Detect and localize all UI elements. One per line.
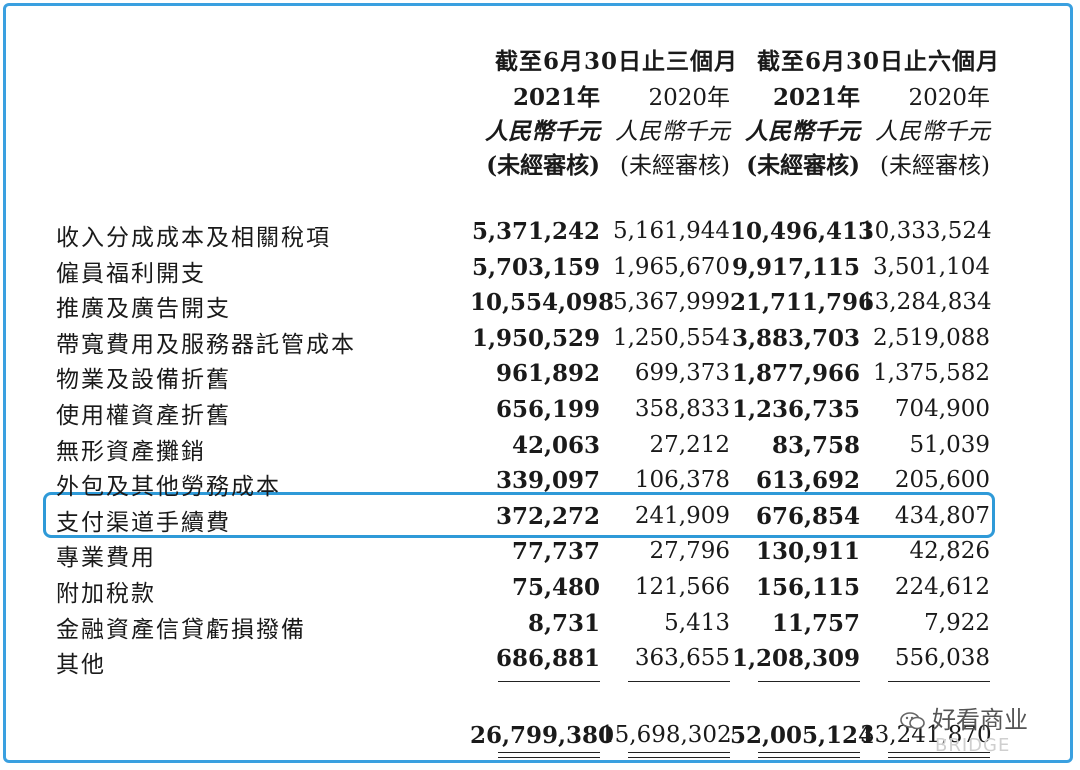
col2-unit: 人民幣千元	[615, 119, 730, 145]
row-value-col4: 10,333,524	[860, 218, 992, 244]
total-col4: 33,241,870	[860, 722, 992, 748]
row-value-col1: 1,950,529	[471, 325, 600, 352]
row-label: 專業費用	[56, 545, 156, 571]
total-col3: 52,005,124	[730, 722, 875, 749]
col1-audit: (未經審核)	[486, 152, 600, 179]
col4-year: 2020年	[908, 85, 990, 111]
header-three-months: 截至6月30日止三個月	[495, 48, 739, 75]
row-label: 物業及設備折舊	[56, 367, 231, 393]
row-label: 金融資產信貸虧損撥備	[56, 617, 306, 643]
row-label: 收入分成成本及相關稅項	[56, 225, 331, 251]
row-label: 推廣及廣告開支	[56, 296, 231, 322]
col3-audit: (未經審核)	[746, 152, 860, 179]
total-double-rule-3	[758, 752, 860, 758]
row-value-col2: 27,212	[649, 432, 730, 458]
total-double-rule-1	[498, 752, 600, 758]
highlight-box	[43, 492, 995, 538]
col2-year: 2020年	[648, 85, 730, 111]
subtotal-rule-4	[888, 681, 990, 682]
row-value-col2: 699,373	[634, 360, 730, 386]
row-value-col2: 106,378	[634, 467, 730, 493]
row-label: 使用權資產折舊	[56, 403, 231, 429]
row-value-col1: 75,480	[511, 574, 600, 601]
row-value-col3: 130,911	[755, 538, 860, 565]
subtotal-rule-1	[498, 681, 600, 682]
row-value-col1: 42,063	[511, 432, 600, 459]
row-value-col3: 1,877,966	[731, 360, 860, 387]
row-value-col3: 83,758	[771, 432, 860, 459]
row-value-col2: 5,161,944	[612, 218, 730, 244]
row-value-col2: 358,833	[634, 396, 730, 422]
row-value-col1: 10,554,098	[470, 289, 615, 316]
row-value-col1: 372,272	[495, 503, 600, 530]
row-value-col4: 51,039	[909, 432, 990, 458]
watermark-text: 好看商业	[932, 706, 1028, 734]
row-value-col4: 434,807	[894, 503, 990, 529]
row-value-col4: 704,900	[894, 396, 990, 422]
row-value-col1: 77,737	[511, 538, 600, 565]
watermark-faint: BRIDGE	[935, 735, 1011, 756]
total-double-rule-2	[628, 752, 730, 758]
col3-year: 2021年	[772, 84, 860, 111]
row-value-col2: 363,655	[634, 645, 730, 671]
watermark: 好看商业	[900, 700, 1028, 735]
row-value-col2: 241,909	[634, 503, 730, 529]
row-value-col3: 21,711,796	[730, 289, 875, 316]
row-value-col3: 1,208,309	[731, 645, 860, 672]
row-value-col1: 339,097	[495, 467, 600, 494]
row-value-col3: 1,236,735	[731, 396, 860, 423]
col3-unit: 人民幣千元	[745, 118, 860, 145]
row-value-col4: 13,284,834	[860, 289, 992, 315]
row-value-col1: 8,731	[527, 610, 600, 637]
total-col1: 26,799,380	[470, 722, 615, 749]
total-double-rule-4	[888, 752, 990, 758]
row-value-col4: 2,519,088	[872, 325, 990, 351]
header-six-months: 截至6月30日止六個月	[757, 48, 1001, 75]
wechat-icon	[900, 712, 925, 730]
row-value-col2: 1,250,554	[612, 325, 730, 351]
row-value-col2: 27,796	[649, 538, 730, 564]
col4-unit: 人民幣千元	[875, 119, 990, 145]
row-value-col2: 121,566	[634, 574, 730, 600]
row-value-col3: 613,692	[755, 467, 860, 494]
row-value-col2: 5,367,999	[612, 289, 730, 315]
row-value-col1: 656,199	[495, 396, 600, 423]
row-value-col4: 556,038	[894, 645, 990, 671]
row-value-col4: 7,922	[924, 610, 990, 636]
row-label: 支付渠道手續費	[56, 510, 231, 536]
total-col2: 15,698,302	[600, 722, 732, 748]
row-value-col4: 1,375,582	[872, 360, 990, 386]
row-value-col1: 961,892	[495, 360, 600, 387]
row-value-col3: 156,115	[755, 574, 860, 601]
col4-audit: (未經審核)	[880, 153, 990, 179]
row-value-col4: 42,826	[909, 538, 990, 564]
row-value-col4: 3,501,104	[872, 254, 990, 280]
row-value-col4: 224,612	[894, 574, 990, 600]
row-value-col1: 5,371,242	[471, 218, 600, 245]
row-value-col2: 5,413	[664, 610, 730, 636]
subtotal-rule-3	[758, 681, 860, 682]
row-value-col3: 10,496,413	[730, 218, 875, 245]
row-value-col3: 3,883,703	[731, 325, 860, 352]
col2-audit: (未經審核)	[620, 153, 730, 179]
subtotal-rule-2	[628, 681, 730, 682]
row-value-col1: 686,881	[495, 645, 600, 672]
row-value-col3: 9,917,115	[731, 254, 860, 281]
col1-unit: 人民幣千元	[485, 118, 600, 145]
row-label: 外包及其他勞務成本	[56, 474, 281, 500]
row-value-col1: 5,703,159	[471, 254, 600, 281]
row-label: 其他	[56, 652, 106, 678]
row-value-col3: 676,854	[755, 503, 860, 530]
row-value-col3: 11,757	[771, 610, 860, 637]
row-value-col2: 1,965,670	[612, 254, 730, 280]
row-label: 僱員福利開支	[56, 261, 206, 287]
row-label: 附加稅款	[56, 581, 156, 607]
row-value-col4: 205,600	[894, 467, 990, 493]
row-label: 無形資產攤銷	[56, 439, 206, 465]
row-label: 帶寬費用及服務器託管成本	[56, 332, 356, 358]
col1-year: 2021年	[512, 84, 600, 111]
outer-frame	[3, 3, 1073, 763]
